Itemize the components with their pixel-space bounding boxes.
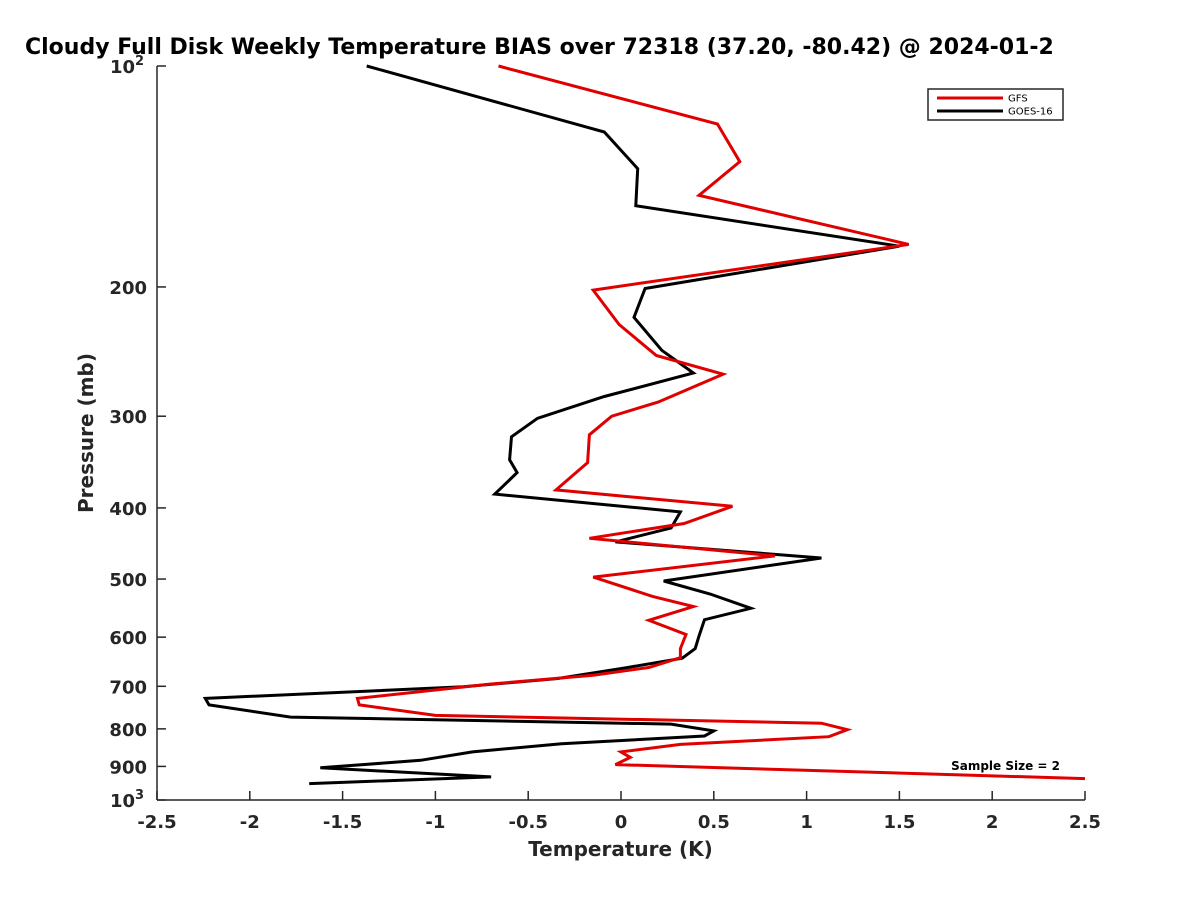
- y-tick-label: 200: [109, 278, 147, 299]
- y-tick-label: 500: [109, 570, 147, 591]
- y-tick-label: 10: [110, 57, 135, 78]
- y-tick-label: 300: [109, 407, 147, 428]
- series-line-goes-16: [202, 64, 900, 786]
- x-tick-label: 1: [800, 812, 813, 833]
- sample-size-annotation: Sample Size = 2: [951, 759, 1060, 773]
- x-tick-label: -0.5: [509, 812, 548, 833]
- y-tick-label: 700: [109, 677, 147, 698]
- y-axis-label: Pressure (mb): [74, 353, 98, 513]
- y-tick-label: 10: [110, 791, 135, 812]
- x-tick-label: -1.5: [323, 812, 362, 833]
- plot-area: [156, 66, 1085, 801]
- legend-box: [927, 88, 1064, 121]
- y-tick-exponent: 2: [135, 54, 144, 69]
- series-lines: [202, 64, 1086, 786]
- y-tick-exponent: 3: [135, 788, 144, 803]
- y-tick-label: 800: [109, 720, 147, 741]
- chart-title: Cloudy Full Disk Weekly Temperature BIAS…: [25, 35, 1054, 60]
- x-axis-ticks: -2.5 -2 -1.5 -1 -0.5 0 0.5 1 1.5 2 2.5: [137, 791, 1101, 833]
- y-tick-label: 400: [109, 499, 147, 520]
- x-tick-label: 0: [615, 812, 628, 833]
- legend: GFS GOES-16: [927, 88, 1064, 121]
- legend-label: GFS: [1008, 94, 1028, 105]
- y-tick-label: 900: [109, 757, 147, 778]
- x-tick-label: 2.5: [1069, 812, 1101, 833]
- x-tick-label: -2.5: [137, 812, 176, 833]
- x-tick-label: -2: [240, 812, 260, 833]
- y-tick-label: 600: [109, 628, 147, 649]
- x-axis-label: Temperature (K): [528, 837, 713, 861]
- x-tick-label: 1.5: [883, 812, 915, 833]
- series-line-gfs: [355, 64, 1086, 781]
- x-tick-label: 2: [986, 812, 999, 833]
- x-tick-label: -1: [425, 812, 445, 833]
- legend-label: GOES-16: [1008, 107, 1053, 118]
- x-tick-label: 0.5: [698, 812, 730, 833]
